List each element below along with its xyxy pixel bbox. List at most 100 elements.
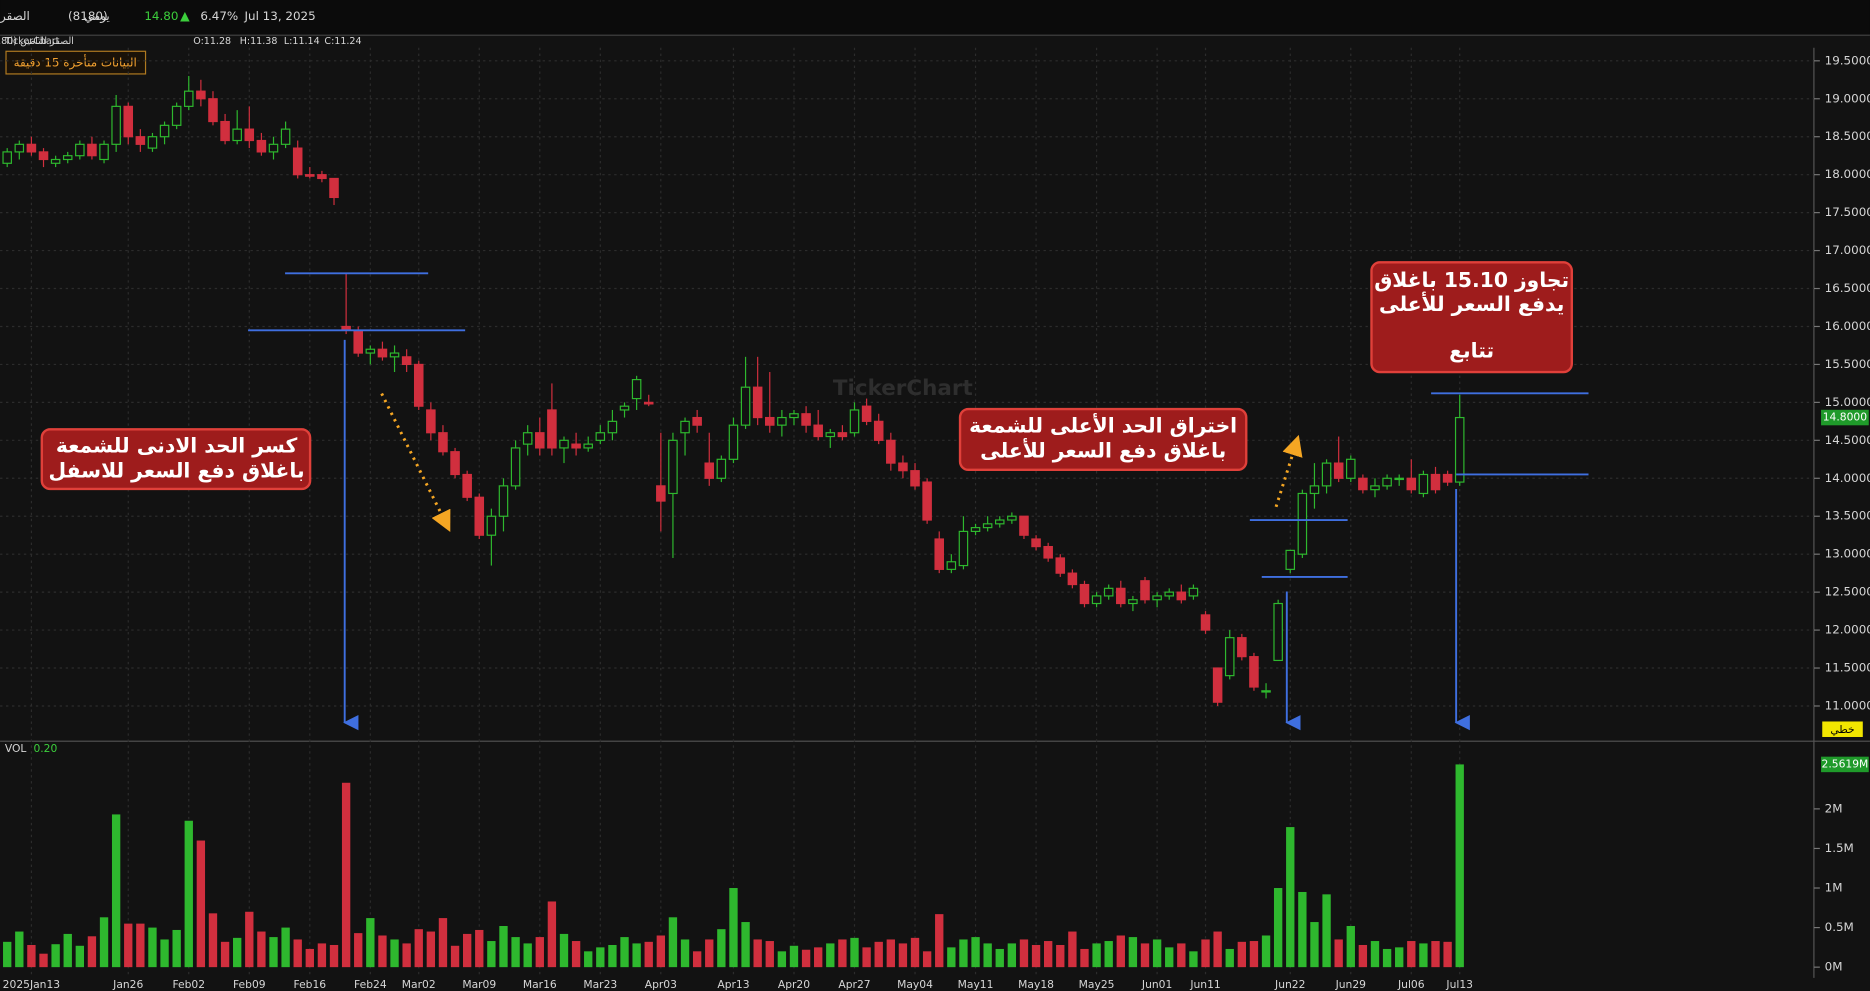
volume-bar [620, 937, 629, 968]
volume-bar [124, 923, 133, 968]
volume-bar [874, 941, 883, 968]
candle-body [498, 485, 509, 517]
volume-bar [1346, 925, 1355, 968]
y-tick-label: 14.0000 [1825, 471, 1870, 485]
volume-bar [886, 939, 895, 968]
volume-bar [741, 922, 750, 968]
volume-bar [414, 929, 423, 968]
candle-body [208, 98, 218, 123]
volume-bar [668, 917, 678, 968]
volume-bar [354, 933, 363, 968]
volume-bar [1007, 943, 1017, 968]
volume-bar [1455, 764, 1464, 968]
candle-body [1103, 587, 1114, 597]
volume-bar [608, 944, 617, 968]
volume-bar [1225, 948, 1234, 968]
candle-body [1237, 637, 1247, 658]
x-tick-label: Jun22 [1274, 978, 1305, 991]
volume-bar [1116, 935, 1125, 968]
volume-bar [499, 925, 508, 968]
volume-bar [898, 943, 908, 968]
callout-text: تتابع [1449, 338, 1494, 362]
candle-body [1249, 656, 1259, 688]
candle-body [38, 151, 49, 161]
delay-badge [5, 50, 147, 75]
candle-body [752, 386, 763, 419]
volume-bar [293, 939, 302, 968]
y-tick-label: 17.0000 [1825, 243, 1870, 257]
volume-bar [341, 782, 351, 968]
candle-body [135, 136, 146, 145]
volume-bar [1334, 939, 1343, 968]
candle-body [958, 530, 969, 567]
volume-bar [910, 937, 920, 968]
volume-bar [1298, 891, 1307, 968]
candle-body [837, 432, 848, 438]
line-mode-label[interactable]: خطي [1830, 723, 1854, 736]
y2-tick-label: 2M [1825, 801, 1843, 815]
volume-bar [39, 953, 48, 968]
date: Jul 13, 2025 [244, 9, 316, 23]
candle-body [256, 139, 267, 153]
candle-body [595, 432, 606, 441]
volume-bar [1237, 941, 1247, 968]
candle-body [353, 329, 363, 354]
candle-body [183, 90, 194, 107]
volume-bar [644, 941, 653, 968]
candle-body [1454, 416, 1465, 483]
candle-body [571, 443, 581, 449]
volume-bar [475, 929, 484, 968]
candle-body [50, 158, 61, 164]
y-tick-label: 16.0000 [1825, 319, 1870, 333]
volume-bar [305, 948, 314, 968]
candle-body [1031, 538, 1041, 548]
volume-bar [172, 929, 181, 968]
candle-body [438, 432, 448, 453]
volume-bar [935, 914, 944, 968]
volume-bar [87, 936, 97, 968]
volume-bar [75, 945, 85, 968]
plot-area: 11.0000 11.5000 12.0000 12.5000 13.0000 13.50… [0, 47, 1870, 991]
candle-body [728, 424, 739, 460]
volume-bar [15, 931, 24, 968]
line-mode-button[interactable] [1822, 721, 1863, 737]
volume-bar [765, 941, 774, 968]
change-pct: 6.47% [200, 9, 238, 23]
candle-body [510, 447, 521, 487]
candle-body [14, 143, 25, 153]
x-tick-label: Mar16 [523, 978, 557, 991]
volume-bar [1056, 944, 1065, 968]
callout-box [40, 428, 312, 491]
candle-body [1406, 477, 1417, 491]
x-tick-label: Jul06 [1397, 978, 1425, 991]
x-tick-label: Feb02 [172, 978, 205, 991]
x-tick-label: Feb09 [233, 978, 266, 991]
volume-bar [1431, 941, 1440, 968]
volume-bar [329, 944, 339, 968]
candle-body [1176, 591, 1187, 601]
candle-body [1200, 614, 1211, 631]
candle-body [1091, 595, 1102, 605]
delay-notice: البيانات متأخرة 15 دقيقة [14, 55, 137, 71]
volume-bar [1201, 939, 1210, 968]
candle-body [1309, 485, 1320, 495]
y-tick-label: 13.0000 [1825, 547, 1870, 561]
volume-bar [850, 937, 859, 968]
candle-body [450, 451, 460, 476]
trend-arrow [1274, 434, 1303, 508]
price-tag: 14.8000 [1823, 411, 1868, 424]
candle-body [62, 155, 73, 161]
volume-bar [922, 951, 932, 968]
candle-body [462, 473, 472, 498]
volume-bar [233, 937, 242, 968]
candle-body [1418, 473, 1429, 495]
volume-bar [51, 944, 60, 968]
x-tick-label: Mar23 [583, 978, 617, 991]
candle-body [329, 177, 339, 199]
candle-body [619, 405, 630, 411]
volume-bar [995, 948, 1004, 968]
candle-body [668, 439, 678, 495]
volume-bar [680, 939, 690, 968]
candle-body [2, 151, 12, 164]
volume-bar [584, 951, 593, 968]
